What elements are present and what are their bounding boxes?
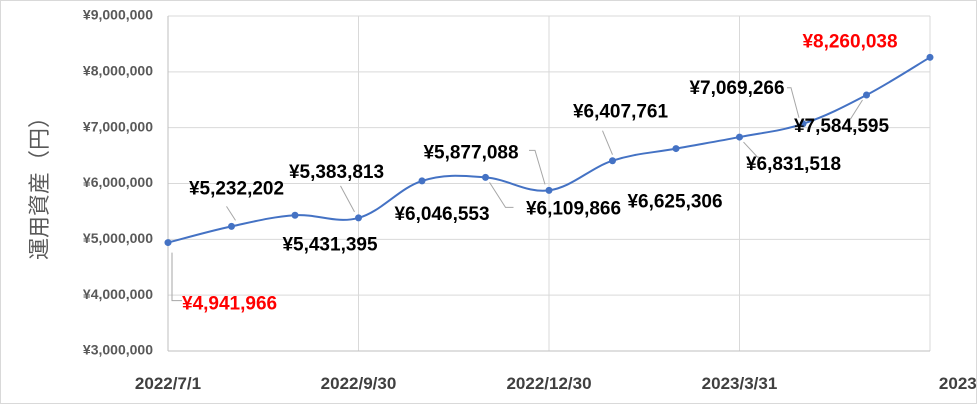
data-label: ¥6,109,866 <box>526 198 621 219</box>
data-label: ¥6,407,761 <box>573 102 669 123</box>
x-axis: 2022/7/1 2022/9/30 2022/12/30 2023/3/31 2023… <box>135 350 977 393</box>
y-tick-label: ¥9,000,000 <box>83 7 153 23</box>
data-point <box>672 145 680 153</box>
x-tick-label: 2023/7/1 <box>939 374 977 393</box>
data-point <box>164 239 172 247</box>
data-point <box>482 173 489 181</box>
y-axis-title: 運用資産（円） <box>27 106 52 260</box>
data-point <box>228 222 235 230</box>
data-label: ¥5,431,395 <box>282 234 378 255</box>
gridlines <box>167 15 931 352</box>
data-label: ¥7,584,595 <box>794 116 890 137</box>
data-point <box>799 120 807 128</box>
data-point <box>291 211 299 219</box>
data-point <box>355 214 362 222</box>
y-axis: ¥3,000,000 ¥4,000,000 ¥5,000,000 ¥6,000,000… <box>83 7 169 358</box>
y-tick-label: ¥4,000,000 <box>83 286 153 302</box>
y-tick-label: ¥6,000,000 <box>83 174 153 190</box>
data-label: ¥5,232,202 <box>189 178 284 199</box>
data-label: ¥6,625,306 <box>627 192 722 213</box>
data-point <box>609 157 616 165</box>
y-tick-label: ¥7,000,000 <box>83 118 153 134</box>
label-leader-line <box>787 87 800 118</box>
label-leader-line <box>171 252 182 302</box>
data-point <box>926 53 934 61</box>
x-tick-label: 2023/3/31 <box>702 374 778 393</box>
label-leader-line <box>529 149 546 185</box>
data-points <box>164 53 934 247</box>
label-leader-lines <box>171 87 863 302</box>
label-leader-line <box>226 206 236 221</box>
x-tick-label: 2022/7/1 <box>135 374 201 393</box>
x-tick-label: 2022/9/30 <box>321 374 397 393</box>
data-label: ¥6,831,518 <box>746 154 841 175</box>
data-label: ¥7,069,266 <box>689 78 784 99</box>
data-label: ¥5,877,088 <box>423 142 518 163</box>
y-tick-label: ¥3,000,000 <box>83 342 153 358</box>
y-tick-label: ¥8,000,000 <box>83 63 153 79</box>
y-tick-label: ¥5,000,000 <box>83 230 153 246</box>
label-leader-line <box>340 185 355 213</box>
data-point <box>545 186 553 194</box>
label-leader-line <box>489 182 514 208</box>
label-leader-line <box>743 141 760 158</box>
data-label: ¥6,046,553 <box>394 204 489 225</box>
data-label: ¥8,260,038 <box>802 31 897 52</box>
data-point <box>736 133 743 141</box>
x-tick-label: 2022/12/30 <box>506 374 591 393</box>
data-label: ¥5,383,813 <box>289 162 384 183</box>
data-labels: ¥4,941,966 ¥5,232,202 ¥5,431,395 ¥5,383,813… <box>182 31 898 314</box>
label-leader-line <box>602 130 613 155</box>
data-point <box>863 91 870 99</box>
label-leader-line <box>850 99 863 120</box>
data-label: ¥4,941,966 <box>182 294 277 315</box>
data-point <box>418 177 426 185</box>
